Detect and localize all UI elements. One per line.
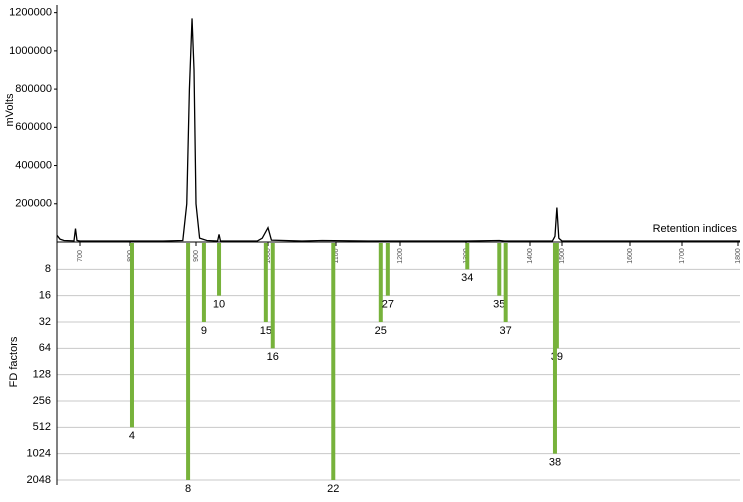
bar-label: 16: [267, 351, 279, 363]
y-tick-label: 400000: [15, 159, 52, 171]
fd-bar: [552, 243, 557, 454]
chromatogram-line: [56, 18, 740, 242]
x-tick-label: 1400: [527, 248, 534, 264]
x-tick-label: 1000: [265, 248, 272, 264]
bar-label: 35: [493, 299, 505, 311]
x-tick-label: 1100: [333, 248, 340, 263]
y-axis-label: mVolts: [4, 93, 16, 127]
x-tick-label: 1200: [397, 248, 404, 264]
y-tick-label: 256: [33, 395, 51, 407]
fd-bar: [217, 243, 222, 296]
x-tick-label: 700: [77, 250, 84, 262]
bar-label: 9: [201, 325, 207, 337]
y-tick-label: 2048: [27, 474, 51, 486]
y-tick-label: 1200000: [9, 7, 52, 19]
y-tick-label: 32: [39, 316, 51, 328]
y-tick-label: 512: [33, 421, 51, 433]
bar-label: 25: [375, 325, 387, 337]
bar-label: 8: [185, 483, 191, 495]
fd-bar: [465, 243, 470, 270]
fd-bar: [378, 243, 383, 322]
fd-bar: [263, 243, 268, 322]
x-axis-label: Retention indices: [653, 223, 738, 235]
bar-label: 38: [549, 457, 561, 469]
y-tick-label: 1024: [27, 448, 51, 460]
y-tick-label: 1000000: [9, 45, 52, 57]
fd-bar: [503, 243, 508, 322]
fd-bar: [270, 243, 275, 349]
fd-bar: [129, 243, 134, 428]
bar-label: 15: [260, 325, 272, 337]
y-tick-label: 600000: [15, 121, 52, 133]
x-tick-label: 900: [193, 250, 200, 262]
bar-label: 4: [129, 430, 135, 442]
fd-bar: [497, 243, 502, 296]
y-tick-label: 128: [33, 369, 51, 381]
y-axis-label: FD factors: [8, 336, 20, 387]
fd-bar: [186, 243, 191, 480]
bar-label: 37: [500, 325, 512, 337]
y-tick-label: 800000: [15, 83, 52, 95]
y-tick-label: 16: [39, 290, 51, 302]
bar-label: 27: [382, 299, 394, 311]
y-tick-label: 200000: [15, 198, 52, 210]
x-tick-label: 1600: [627, 248, 634, 264]
x-tick-label: 1500: [559, 248, 566, 264]
bar-label: 10: [213, 299, 225, 311]
fd-bar: [201, 243, 206, 322]
y-tick-label: 8: [45, 263, 51, 275]
x-tick-label: 1700: [679, 248, 686, 264]
x-tick-label: 1800: [735, 248, 742, 264]
bar-label: 34: [461, 272, 473, 284]
y-tick-label: 64: [39, 342, 51, 354]
bar-label: 22: [327, 483, 339, 495]
fd-bar: [385, 243, 390, 296]
fd-bar: [331, 243, 336, 480]
